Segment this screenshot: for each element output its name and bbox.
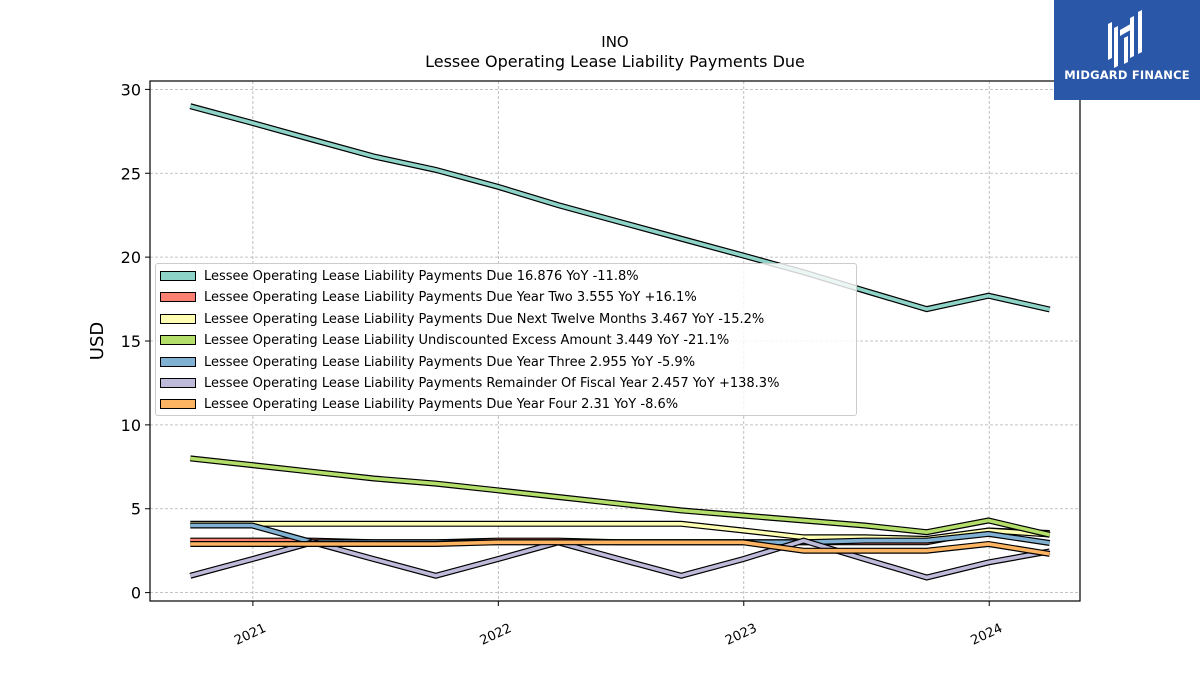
legend-label: Lessee Operating Lease Liability Payment… [204, 376, 780, 391]
legend-swatch [160, 399, 196, 410]
legend-swatch [160, 292, 196, 303]
series-line [190, 539, 1051, 557]
chart-legend: Lessee Operating Lease Liability Payment… [155, 263, 857, 416]
series-stroke [189, 104, 1051, 312]
series-stroke [190, 456, 1051, 537]
series-stroke [190, 540, 1050, 556]
y-tick-label: 5 [131, 500, 141, 519]
x-tick-label: 2024 [969, 621, 1005, 649]
y-tick-label: 10 [121, 416, 141, 435]
legend-label: Lessee Operating Lease Liability Payment… [204, 290, 697, 306]
y-tick-label: 25 [121, 164, 141, 183]
legend-swatch [160, 335, 196, 346]
x-tick-label: 2021 [232, 621, 268, 649]
y-tick-label: 20 [121, 248, 141, 267]
legend-swatch [160, 313, 196, 324]
legend-label: Lessee Operating Lease Liability Undisco… [204, 333, 730, 349]
legend-label: Lessee Operating Lease Liability Payment… [204, 397, 679, 413]
series-line [189, 455, 1051, 538]
legend-label: Lessee Operating Lease Liability Payment… [204, 354, 696, 370]
legend-label: Lessee Operating Lease Liability Payment… [204, 311, 765, 327]
midgard-finance-logo: MIDGARD FINANCE [1054, 0, 1200, 100]
y-tick-label: 15 [121, 332, 141, 351]
series-stroke [189, 538, 1051, 580]
series-line [189, 537, 1051, 581]
legend-swatch [160, 378, 196, 388]
y-tick-label: 30 [121, 80, 141, 99]
x-tick-label: 2023 [723, 621, 759, 649]
y-axis-label: USD [87, 322, 108, 360]
legend-label: Lessee Operating Lease Liability Payment… [204, 269, 639, 284]
series-lines [189, 103, 1051, 581]
y-tick-label: 0 [131, 584, 141, 603]
logo-mark-icon [1108, 10, 1142, 68]
chart-title: Lessee Operating Lease Liability Payment… [425, 52, 805, 71]
chart-ticker: INO [601, 33, 629, 51]
x-tick-label: 2022 [478, 621, 514, 649]
logo-wordmark: MIDGARD FINANCE [1064, 68, 1190, 82]
series-line [189, 103, 1051, 313]
legend-swatch [160, 356, 196, 367]
legend-swatch [160, 271, 196, 281]
plot-frame [149, 80, 1081, 602]
